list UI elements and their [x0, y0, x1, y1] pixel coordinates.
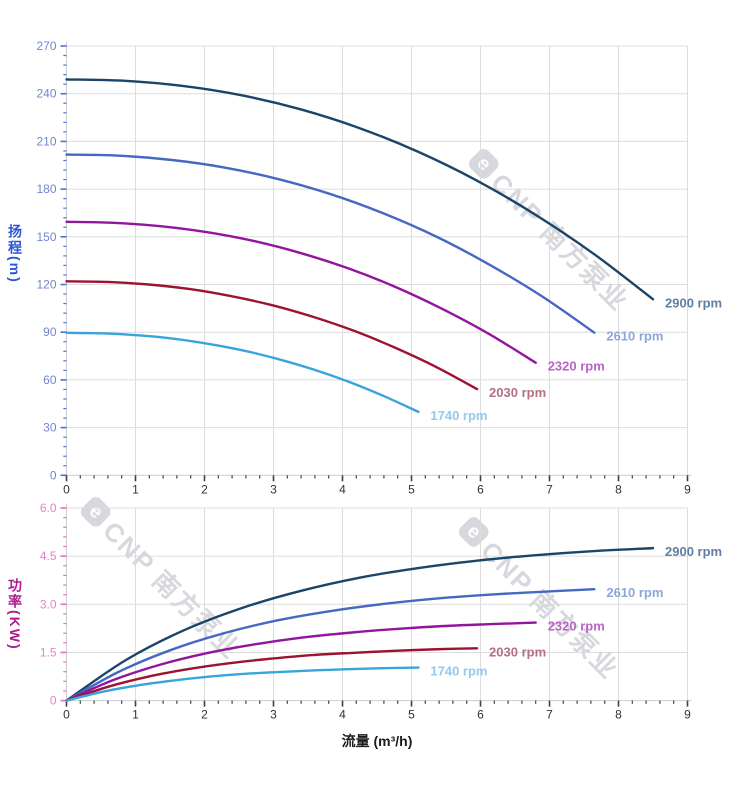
- y-tick-label: 3.0: [40, 597, 57, 611]
- y-tick-label: 240: [36, 87, 56, 101]
- curve-1740-rpm: [65, 666, 420, 702]
- curve-label-2320-rpm: 2320 rpm: [548, 359, 605, 374]
- x-tick-label: 0: [63, 708, 70, 722]
- x-tick-label: 6: [477, 708, 484, 722]
- curve-2030-rpm: [65, 280, 479, 391]
- y-tick-label: 210: [36, 134, 56, 148]
- head-axis-title: 扬程(m): [7, 224, 23, 284]
- curve-label-2610-rpm: 2610 rpm: [606, 329, 663, 344]
- curve-2610-rpm: [65, 153, 596, 334]
- y-tick-label: 90: [43, 325, 57, 339]
- power-axis-title: 功率(KW): [7, 578, 23, 651]
- y-tick-label: 0: [50, 468, 57, 482]
- curve-label-2610-rpm: 2610 rpm: [606, 585, 663, 600]
- x-tick-label: 5: [408, 482, 415, 496]
- x-tick-label: 3: [270, 482, 277, 496]
- curve-2610-rpm: [65, 588, 596, 702]
- x-tick-label: 6: [477, 482, 484, 496]
- y-tick-label: 150: [36, 230, 56, 244]
- y-tick-label: 0: [50, 694, 57, 708]
- curve-1740-rpm: [65, 331, 420, 414]
- x-tick-label: 5: [408, 708, 415, 722]
- y-tick-label: 60: [43, 373, 57, 387]
- x-tick-label: 4: [339, 482, 346, 496]
- y-tick-label: 120: [36, 278, 56, 292]
- x-tick-label: 2: [201, 708, 208, 722]
- x-tick-label: 9: [684, 482, 691, 496]
- x-tick-label: 0: [63, 482, 70, 496]
- flow-axis-title: 流量 (m³/h): [341, 733, 413, 749]
- x-tick-label: 8: [615, 708, 622, 722]
- curve-label-2030-rpm: 2030 rpm: [489, 644, 546, 659]
- curve-2900-rpm: [65, 546, 655, 702]
- x-tick-label: 2: [201, 482, 208, 496]
- y-tick-label: 30: [43, 421, 57, 435]
- y-tick-label: 4.5: [40, 549, 57, 563]
- x-tick-label: 9: [684, 708, 691, 722]
- x-tick-label: 1: [132, 708, 139, 722]
- x-tick-label: 3: [270, 708, 277, 722]
- x-tick-label: 7: [546, 482, 553, 496]
- x-tick-label: 8: [615, 482, 622, 496]
- curve-label-2030-rpm: 2030 rpm: [489, 385, 546, 400]
- curve-label-2900-rpm: 2900 rpm: [665, 295, 722, 310]
- curve-label-2900-rpm: 2900 rpm: [665, 544, 722, 559]
- x-tick-label: 4: [339, 708, 346, 722]
- x-tick-label: 7: [546, 708, 553, 722]
- y-tick-label: 1.5: [40, 645, 57, 659]
- curve-2320-rpm: [65, 621, 537, 702]
- y-tick-label: 180: [36, 182, 56, 196]
- curve-label-1740-rpm: 1740 rpm: [430, 408, 487, 423]
- y-tick-label: 270: [36, 39, 56, 53]
- x-tick-label: 1: [132, 482, 139, 496]
- curve-2900-rpm: [65, 78, 655, 301]
- curve-2030-rpm: [65, 647, 479, 702]
- curve-label-1740-rpm: 1740 rpm: [430, 664, 487, 679]
- curve-label-2320-rpm: 2320 rpm: [548, 619, 605, 634]
- curve-2320-rpm: [65, 220, 537, 364]
- y-tick-label: 6.0: [40, 501, 57, 515]
